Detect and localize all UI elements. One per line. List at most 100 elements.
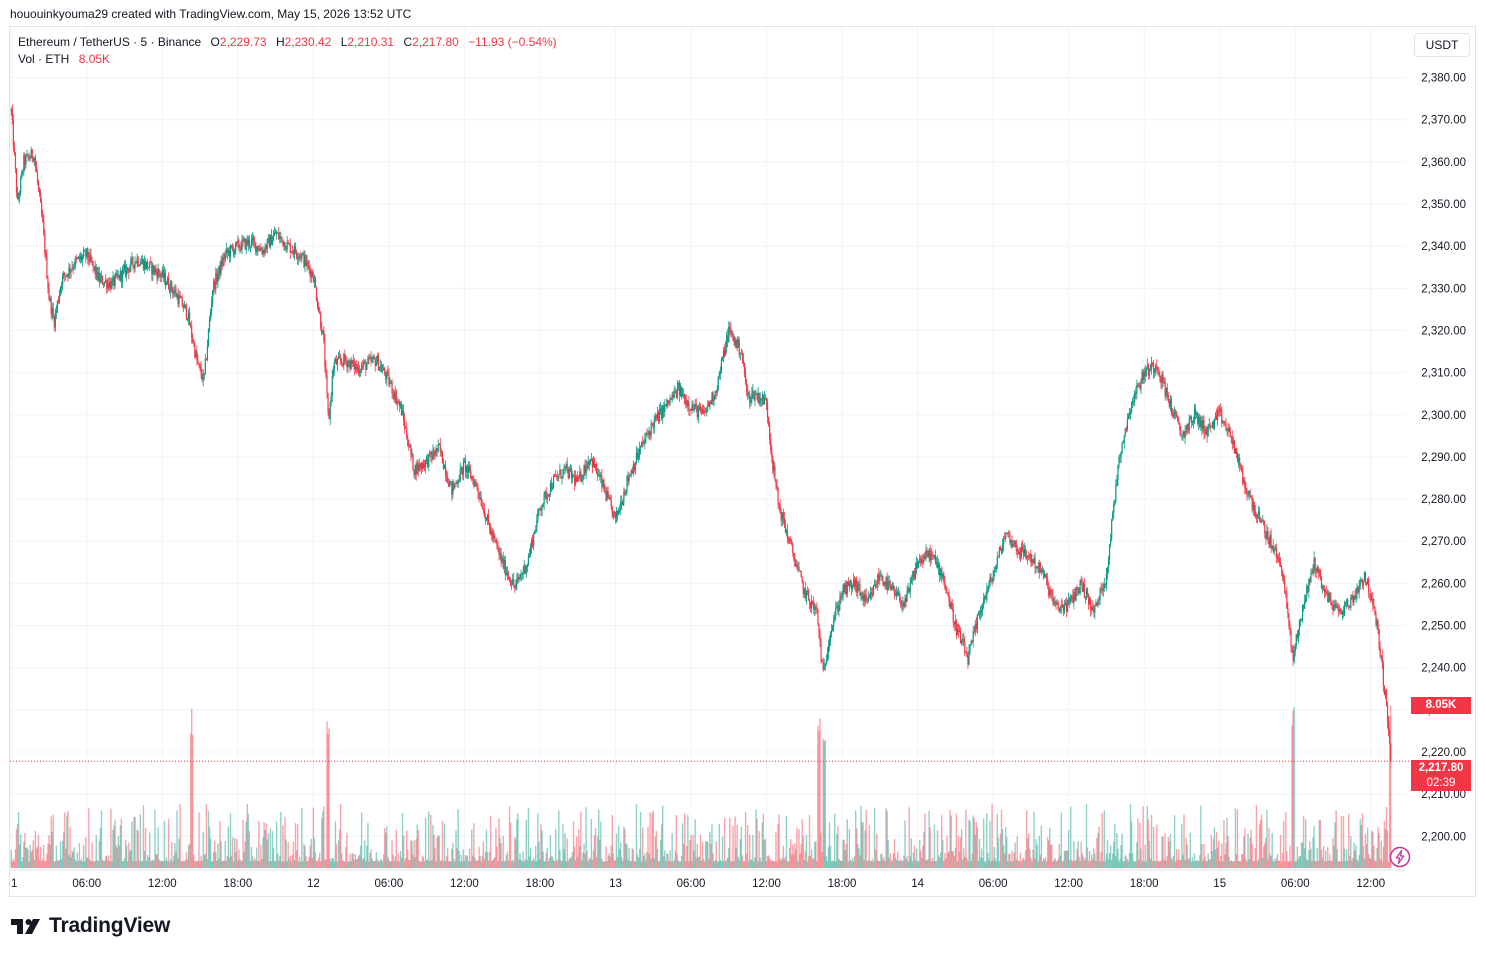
volume-bar <box>970 860 972 868</box>
volume-bar <box>379 859 382 868</box>
volume-bar <box>1273 859 1275 868</box>
volume-bar <box>88 808 90 868</box>
volume-bar <box>284 816 286 868</box>
candle-body <box>13 146 16 154</box>
volume-bar <box>580 811 582 868</box>
currency-button[interactable]: USDT <box>1414 33 1470 57</box>
volume-bar <box>526 860 529 868</box>
candle-body <box>1240 465 1242 467</box>
candle-body <box>273 232 276 236</box>
volume-bar <box>1169 833 1172 868</box>
tradingview-logo[interactable]: TradingView <box>11 914 170 938</box>
volume-bar <box>452 843 454 868</box>
volume-bar <box>883 857 885 868</box>
candle-body <box>304 255 306 267</box>
candle-body <box>1115 485 1117 502</box>
candle-body <box>559 469 561 475</box>
volume-bar <box>898 860 900 868</box>
volume-bar <box>900 859 902 868</box>
candle-body <box>288 243 290 245</box>
volume-bar <box>117 836 119 868</box>
candle-body <box>321 327 323 335</box>
candle-body <box>583 465 585 476</box>
candle-body <box>1326 591 1328 594</box>
candle-body <box>171 281 173 290</box>
volume-bar <box>330 861 332 868</box>
volume-bar <box>250 846 253 868</box>
volume-bar <box>603 861 605 868</box>
volume-bar <box>794 843 796 868</box>
candle-body <box>1046 576 1048 580</box>
candle-body <box>542 503 544 508</box>
candle-body <box>175 289 177 297</box>
volume-bar <box>94 861 96 868</box>
candle-body <box>89 254 91 262</box>
candle-body <box>983 598 985 606</box>
candle-body <box>582 475 584 480</box>
volume-bar <box>760 861 762 868</box>
candle-body <box>137 257 139 266</box>
volume-bar <box>676 853 679 868</box>
candle-body <box>1329 592 1331 599</box>
candle-body <box>936 562 939 569</box>
time-tick-label: 06:00 <box>1281 878 1310 890</box>
candle-body <box>886 577 888 591</box>
candle-body <box>622 501 624 506</box>
volume-bar <box>856 828 858 868</box>
candle-body <box>975 623 977 629</box>
candle-body <box>1354 596 1356 600</box>
volume-bar <box>498 818 500 868</box>
volume-bar <box>1020 861 1023 868</box>
volume-bar <box>1334 822 1336 868</box>
candle-body <box>589 459 591 465</box>
candle-body <box>864 594 866 602</box>
volume-bar <box>1187 859 1189 868</box>
volume-bar <box>508 806 511 868</box>
candle-body <box>752 390 754 394</box>
legend-symbol[interactable]: Ethereum / TetherUS · 5 · Binance <box>18 35 202 49</box>
candle-body <box>1226 429 1228 431</box>
volume-bar <box>1048 840 1050 868</box>
volume-bar <box>460 854 462 868</box>
candle-body <box>473 480 475 487</box>
legend-volume-label[interactable]: Vol · ETH <box>18 52 70 66</box>
volume-bar <box>1079 860 1081 868</box>
candle-body <box>218 265 220 275</box>
candle-body <box>1103 584 1105 589</box>
candle-body <box>728 326 730 342</box>
volume-bar <box>359 845 362 868</box>
volume-bar <box>951 850 953 868</box>
volume-bar <box>736 824 738 868</box>
volume-bar <box>72 852 74 868</box>
candle-body <box>669 398 671 404</box>
candle-body <box>87 248 89 259</box>
lightning-icon[interactable] <box>1389 846 1411 868</box>
candle-body <box>315 287 318 301</box>
volume-bar <box>1074 861 1076 868</box>
candle-body <box>127 267 129 269</box>
candle-body <box>1250 495 1252 499</box>
candle-body <box>1177 416 1179 422</box>
candle-body <box>327 393 329 413</box>
candle-body <box>420 463 423 468</box>
candle-body <box>521 574 523 575</box>
candle-body <box>1140 383 1142 389</box>
candle-body <box>260 247 262 251</box>
candle-body <box>667 399 669 403</box>
volume-bar <box>428 811 430 868</box>
volume-bar <box>158 859 160 868</box>
candle-body <box>680 387 683 397</box>
volume-bar <box>1144 844 1146 868</box>
volume-bar <box>917 861 920 868</box>
candle-body <box>1288 614 1290 627</box>
volume-bar <box>532 857 535 868</box>
volume-bar <box>338 829 341 868</box>
volume-bar <box>1151 861 1154 868</box>
candle-body <box>1247 494 1249 496</box>
volume-bar <box>315 861 318 868</box>
volume-bar <box>632 849 635 868</box>
volume-bar <box>1052 861 1054 868</box>
candle-body <box>834 616 836 621</box>
candle-body <box>543 493 545 504</box>
